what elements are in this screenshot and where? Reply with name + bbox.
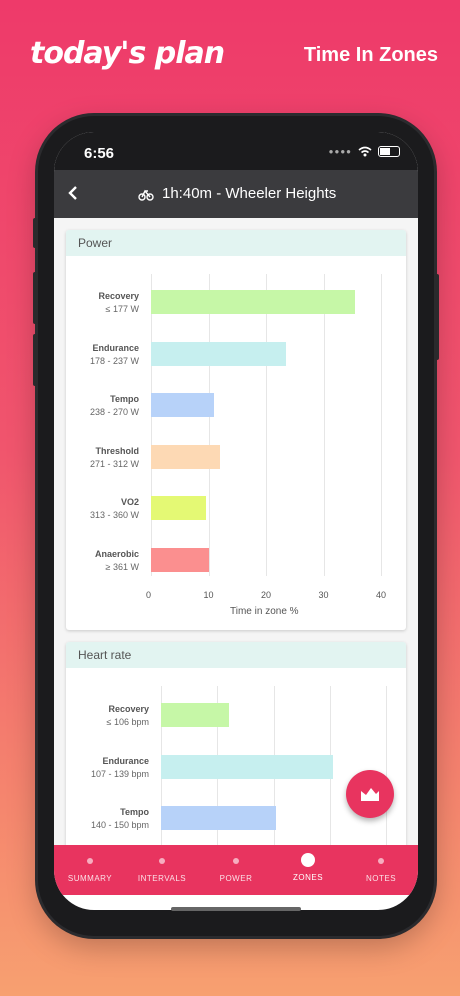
tab-label: NOTES xyxy=(365,874,397,883)
zone-name-label: Endurance xyxy=(102,755,149,766)
summary-icon xyxy=(87,858,93,864)
zone-bar xyxy=(151,290,356,314)
power-icon xyxy=(233,858,239,864)
app-screen: 6:56 ●●●● 1h:40m - Wheeler Heights xyxy=(54,132,418,910)
zone-range-label: 313 - 360 W xyxy=(89,510,139,520)
back-button[interactable] xyxy=(66,182,80,210)
zone-name-label: Endurance xyxy=(92,342,139,353)
promo-title: Time In Zones xyxy=(303,44,438,66)
zone-bar xyxy=(151,341,287,366)
tab-summary[interactable]: SUMMARY xyxy=(54,845,126,895)
zone-range-label: ≥ 361 W xyxy=(105,561,139,572)
gridline xyxy=(381,274,382,576)
activity-title: 1h:40m - Wheeler Heights xyxy=(138,185,336,202)
app-bar: 1h:40m - Wheeler Heights xyxy=(54,170,418,218)
power-card-header: Power xyxy=(66,230,406,256)
heart-rate-zones-chart: Recovery ≤ 106 bpm Endurance 107 - 139 bpm T… xyxy=(66,668,406,845)
zone-range-label: 271 - 312 W xyxy=(89,458,139,469)
zone-range-label: ≤ 106 bpm xyxy=(106,717,149,727)
zone-bar xyxy=(161,754,333,779)
volume-up-button xyxy=(33,272,38,324)
status-bar: 6:56 ●●●● xyxy=(54,132,418,170)
status-icons: ●●●● xyxy=(329,146,400,157)
x-tick-label: 0 xyxy=(146,590,152,600)
x-tick-label: 30 xyxy=(318,590,329,600)
zone-name-label: Tempo xyxy=(120,807,149,817)
chevron-left-icon xyxy=(68,186,77,200)
gridline xyxy=(323,274,325,576)
mute-switch xyxy=(33,218,38,248)
zone-bar xyxy=(161,703,229,727)
tab-notes[interactable]: NOTES xyxy=(345,845,417,895)
zones-content[interactable]: Power Recovery ≤ 177 W Endurance 178 - 237 … xyxy=(54,218,418,845)
power-zones-card: Power Recovery ≤ 177 W Endurance 178 - 237 … xyxy=(66,230,406,630)
zone-range-label: 238 - 270 W xyxy=(89,407,139,417)
gridline xyxy=(386,686,387,845)
signal-icon: ●●●● xyxy=(328,147,352,156)
heart-rate-zones-card: Heart rate Recovery ≤ 106 bpm Endurance 107… xyxy=(66,642,406,845)
home-indicator xyxy=(171,907,301,911)
battery-icon xyxy=(378,146,400,157)
volume-down-button xyxy=(33,334,38,386)
x-axis-label: Time in zone % xyxy=(230,606,299,617)
tab-label: INTERVALS xyxy=(137,874,187,883)
zone-name-label: Tempo xyxy=(110,394,139,404)
status-time: 6:56 xyxy=(84,145,115,162)
bike-icon xyxy=(138,189,154,201)
tab-label: POWER xyxy=(219,874,253,883)
zone-name-label: Recovery xyxy=(108,704,149,714)
chart-toggle-button[interactable] xyxy=(346,770,394,818)
bottom-tab-bar: SUMMARY INTERVALS POWER ZONES NOTES xyxy=(54,845,418,895)
zone-range-label: 107 - 139 bpm xyxy=(90,768,149,779)
tab-power[interactable]: POWER xyxy=(200,845,272,895)
intervals-icon xyxy=(159,858,165,864)
zone-name-label: Anaerobic xyxy=(94,548,139,559)
zone-bar xyxy=(151,496,206,520)
zones-icon xyxy=(301,853,315,867)
gridline xyxy=(266,274,267,576)
brand-logo: today's plan xyxy=(30,36,225,71)
tab-intervals[interactable]: INTERVALS xyxy=(126,845,198,895)
activity-title-text: 1h:40m - Wheeler Heights xyxy=(162,185,337,202)
x-tick-label: 20 xyxy=(261,590,272,600)
zone-name-label: VO2 xyxy=(120,497,139,507)
wifi-icon xyxy=(358,146,372,157)
tab-label: SUMMARY xyxy=(67,874,113,883)
notes-icon xyxy=(378,858,384,864)
tab-label: ZONES xyxy=(292,873,324,882)
zone-name-label: Threshold xyxy=(95,445,139,456)
zone-bar xyxy=(161,806,277,830)
zone-range-label: 178 - 237 W xyxy=(89,355,139,366)
heart-rate-card-header: Heart rate xyxy=(66,642,406,668)
zone-range-label: 140 - 150 bpm xyxy=(90,820,149,830)
zone-bar xyxy=(151,393,215,417)
gridline xyxy=(151,274,152,576)
power-button xyxy=(434,274,439,360)
area-chart-icon xyxy=(361,788,379,801)
power-zones-chart: Recovery ≤ 177 W Endurance 178 - 237 W Tempo… xyxy=(66,256,406,630)
zone-range-label: ≤ 177 W xyxy=(105,304,139,314)
x-tick-label: 10 xyxy=(203,590,214,600)
zone-bar xyxy=(151,547,209,572)
zone-name-label: Recovery xyxy=(98,291,139,301)
tab-zones[interactable]: ZONES xyxy=(272,845,344,895)
gridline xyxy=(208,274,210,576)
x-tick-label: 40 xyxy=(376,590,387,600)
zone-bar xyxy=(151,444,220,469)
